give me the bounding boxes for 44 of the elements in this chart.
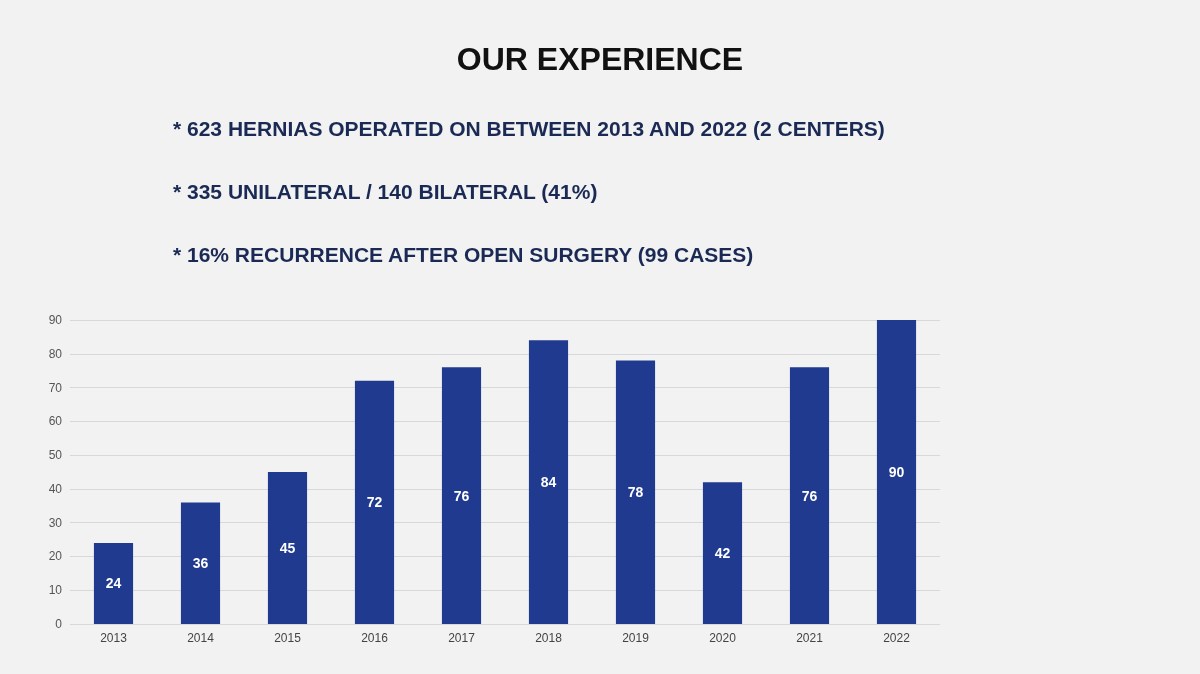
bar	[180, 502, 221, 624]
y-tick-label: 10	[48, 583, 63, 598]
data-label: 24	[105, 575, 122, 592]
x-tick-label: 2020	[709, 631, 737, 645]
y-tick-label: 80	[48, 346, 63, 361]
data-label: 84	[540, 474, 557, 491]
data-label: 45	[279, 540, 296, 556]
x-tick-label: 2015	[274, 631, 302, 645]
bar	[93, 542, 134, 624]
text: * 335 UNILATERAL / 140 BILATERAL (41%)	[173, 180, 598, 203]
data-label: 42	[714, 545, 731, 562]
x-tick-label: 2017	[448, 631, 476, 645]
x-tick-label: 2016	[361, 631, 389, 645]
x-tick-label: 2014	[187, 631, 215, 645]
data-label: 72	[366, 494, 383, 511]
x-tick-label: 2018	[535, 631, 563, 645]
bar	[789, 367, 830, 624]
bar	[702, 482, 743, 624]
data-label: 76	[453, 487, 470, 504]
chart-title: OUR EXPERIENCE	[456, 41, 744, 77]
y-tick-label: 0	[55, 617, 63, 631]
y-tick-label: 30	[48, 515, 63, 530]
y-tick-label: 60	[48, 414, 63, 429]
bar	[876, 320, 917, 624]
y-tick-label: 40	[48, 481, 63, 496]
bar	[615, 360, 656, 624]
data-label: 90	[888, 464, 905, 480]
y-tick-label: 20	[48, 549, 63, 564]
bar	[528, 340, 569, 624]
x-tick-label: 2021	[796, 631, 824, 645]
bar	[441, 367, 482, 624]
data-label: 76	[801, 487, 818, 504]
y-tick-label: 90	[48, 313, 63, 327]
y-tick-label: 50	[48, 448, 63, 463]
text: * 16% RECURRENCE AFTER OPEN SURGERY (99 CASES)	[173, 243, 754, 266]
bar	[354, 380, 395, 624]
text: * 623 HERNIAS OPERATED ON BETWEEN 2013 AND 2022 (2 CENTERS)	[173, 117, 885, 140]
x-tick-label: 2022	[883, 631, 911, 645]
data-label: 36	[192, 555, 209, 572]
x-tick-label: 2019	[622, 631, 650, 645]
x-tick-label: 2013	[100, 631, 128, 645]
bar	[267, 472, 308, 624]
y-tick-label: 70	[48, 380, 63, 395]
data-label: 78	[627, 484, 644, 501]
